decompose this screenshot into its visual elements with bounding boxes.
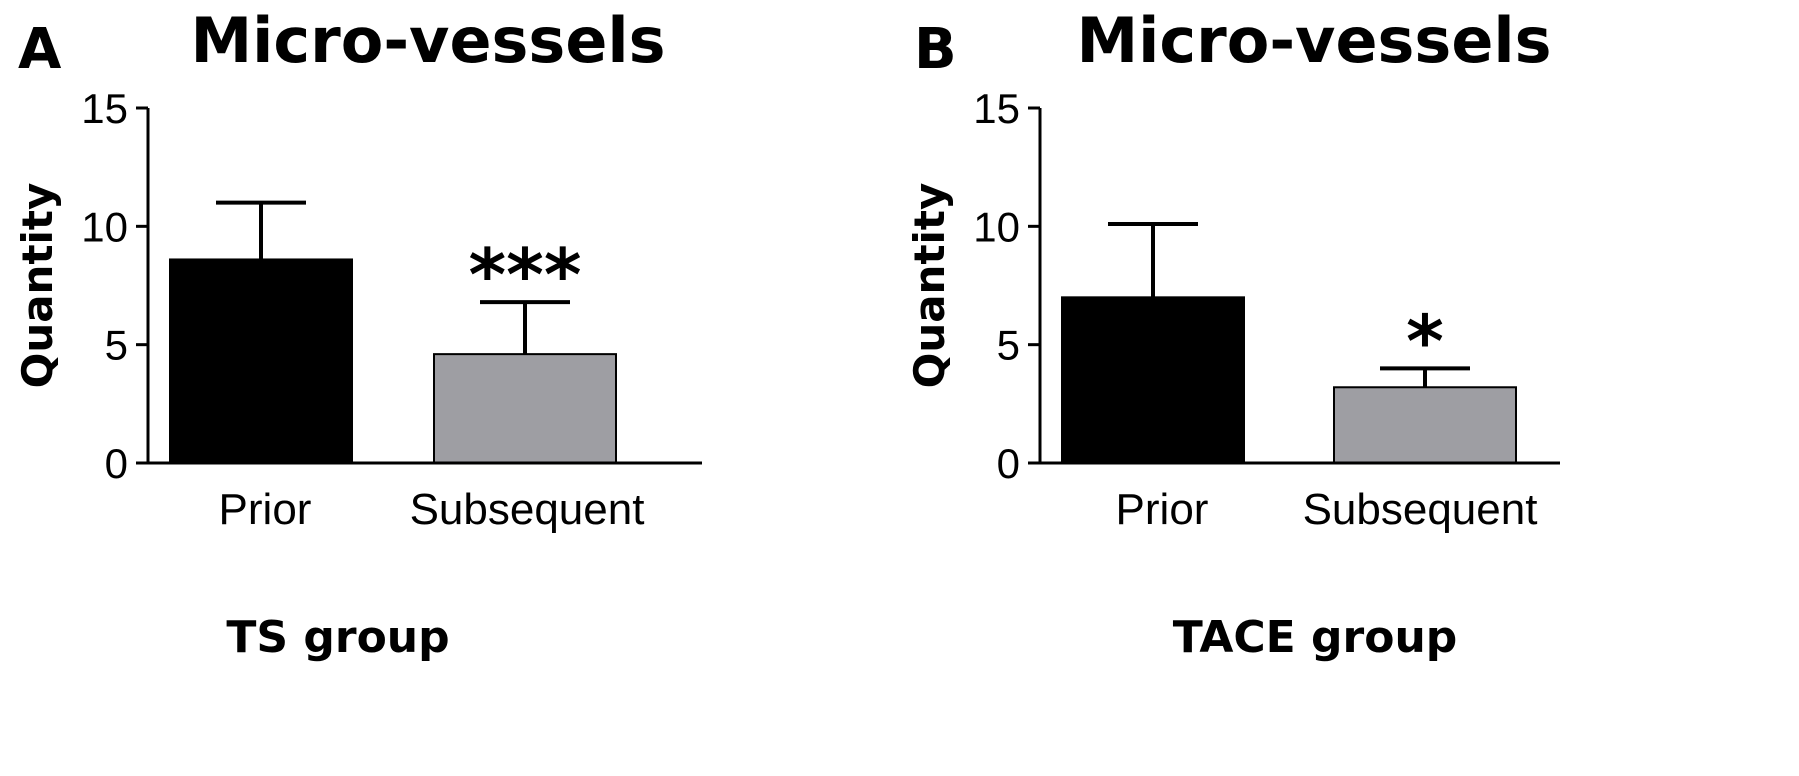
y-tick-label: 5: [997, 322, 1020, 369]
y-axis-label: Quantity: [13, 183, 62, 389]
x-tick-label: Subsequent: [410, 485, 645, 534]
x-tick-label: Prior: [219, 485, 312, 534]
bar-subsequent: [1333, 386, 1517, 464]
bar-prior: [1061, 296, 1245, 465]
panel-letter: A: [18, 17, 62, 82]
y-axis-label: Quantity: [905, 183, 954, 389]
x-tick-label: Prior: [1116, 485, 1209, 534]
y-tick-label: 10: [81, 203, 128, 250]
x-axis-label: TACE group: [1173, 612, 1458, 663]
significance-marker: ***: [469, 233, 582, 317]
y-tick-label: 0: [997, 440, 1020, 487]
chart-title: Micro-vessels: [190, 4, 665, 77]
x-tick-label: Subsequent: [1303, 485, 1538, 534]
x-axis-label: TS group: [226, 612, 449, 663]
y-tick-label: 5: [105, 322, 128, 369]
chart-title: Micro-vessels: [1076, 4, 1551, 77]
bar-prior: [169, 258, 353, 465]
significance-marker: *: [1406, 299, 1444, 383]
panel-letter: B: [914, 17, 957, 82]
y-tick-label: 15: [81, 85, 128, 132]
bar-subsequent: [433, 353, 617, 464]
y-tick-label: 15: [973, 85, 1020, 132]
y-tick-label: 0: [105, 440, 128, 487]
y-tick-label: 10: [973, 203, 1020, 250]
